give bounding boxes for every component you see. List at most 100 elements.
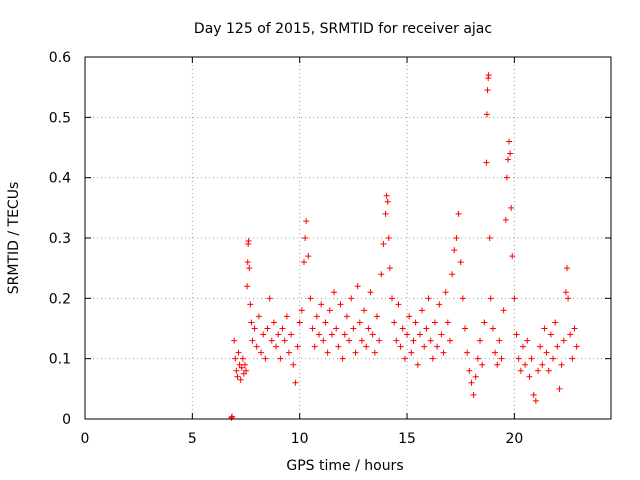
data-point	[425, 295, 432, 302]
data-point	[285, 349, 292, 356]
data-point	[459, 295, 466, 302]
data-point	[363, 343, 370, 350]
data-point	[464, 349, 471, 356]
data-point	[399, 325, 406, 332]
data-point	[513, 331, 520, 338]
data-point	[477, 337, 484, 344]
data-point	[552, 319, 559, 326]
data-point	[397, 343, 404, 350]
data-point	[294, 343, 301, 350]
data-point	[410, 337, 417, 344]
data-point	[346, 337, 353, 344]
data-point	[248, 319, 255, 326]
data-point	[236, 361, 243, 368]
data-point	[438, 331, 445, 338]
data-point	[356, 319, 363, 326]
data-point	[436, 301, 443, 308]
data-point	[320, 337, 327, 344]
data-point	[391, 319, 398, 326]
data-point	[434, 343, 441, 350]
data-point	[245, 238, 252, 245]
data-point	[442, 289, 449, 296]
data-point	[573, 343, 580, 350]
data-point	[233, 367, 240, 374]
data-point	[268, 337, 275, 344]
data-point	[260, 331, 267, 338]
data-point	[328, 331, 335, 338]
data-point	[524, 337, 531, 344]
data-point	[494, 361, 501, 368]
data-point	[240, 370, 247, 377]
data-point	[504, 156, 511, 163]
data-point	[408, 349, 415, 356]
data-point	[367, 289, 374, 296]
data-point	[416, 331, 423, 338]
data-point	[339, 355, 346, 362]
data-point	[288, 331, 295, 338]
data-point	[249, 337, 256, 344]
data-point	[484, 87, 491, 94]
data-point	[335, 343, 342, 350]
data-point	[341, 331, 348, 338]
data-point	[506, 138, 513, 145]
data-point	[468, 379, 475, 386]
x-axis-label: GPS time / hours	[286, 458, 403, 474]
data-point	[492, 349, 499, 356]
data-point	[530, 391, 537, 398]
y-tick-label: 0	[62, 412, 71, 428]
data-point	[303, 218, 310, 225]
data-point	[326, 307, 333, 314]
data-point	[545, 367, 552, 374]
data-point	[228, 414, 235, 421]
x-tick-label: 0	[81, 431, 90, 447]
data-point	[429, 355, 436, 362]
data-point	[234, 373, 241, 380]
data-point	[528, 355, 535, 362]
data-point	[337, 301, 344, 308]
data-point	[331, 289, 338, 296]
x-tick-label: 10	[291, 431, 309, 447]
data-point	[279, 325, 286, 332]
data-point	[380, 241, 387, 248]
data-point	[466, 367, 473, 374]
data-point	[354, 283, 361, 290]
data-point	[451, 247, 458, 254]
y-tick-label: 0.2	[49, 291, 71, 307]
data-point	[502, 216, 509, 223]
data-point	[365, 325, 372, 332]
data-point	[457, 259, 464, 266]
data-point	[243, 367, 250, 374]
data-point	[554, 343, 561, 350]
data-point	[266, 295, 273, 302]
data-point	[273, 343, 280, 350]
data-point	[489, 325, 496, 332]
data-point	[406, 313, 413, 320]
data-point	[383, 192, 390, 199]
data-point	[431, 319, 438, 326]
data-point	[446, 337, 453, 344]
y-tick-label: 0.3	[49, 231, 71, 247]
data-point	[481, 319, 488, 326]
data-point	[507, 150, 514, 157]
data-point	[541, 325, 548, 332]
data-point	[565, 295, 572, 302]
data-point	[352, 349, 359, 356]
y-tick-label: 0.4	[49, 171, 71, 187]
data-point	[309, 325, 316, 332]
data-point	[532, 397, 539, 404]
data-point	[498, 355, 505, 362]
data-points	[228, 72, 580, 421]
x-tick-label: 15	[398, 431, 416, 447]
data-point	[563, 265, 570, 272]
data-point	[571, 325, 578, 332]
data-point	[311, 343, 318, 350]
data-point	[298, 307, 305, 314]
data-point	[419, 307, 426, 314]
data-point	[307, 295, 314, 302]
data-point	[316, 331, 323, 338]
y-tick-label: 0.5	[49, 110, 71, 126]
data-point	[305, 253, 312, 260]
data-point	[535, 367, 542, 374]
data-point	[389, 295, 396, 302]
